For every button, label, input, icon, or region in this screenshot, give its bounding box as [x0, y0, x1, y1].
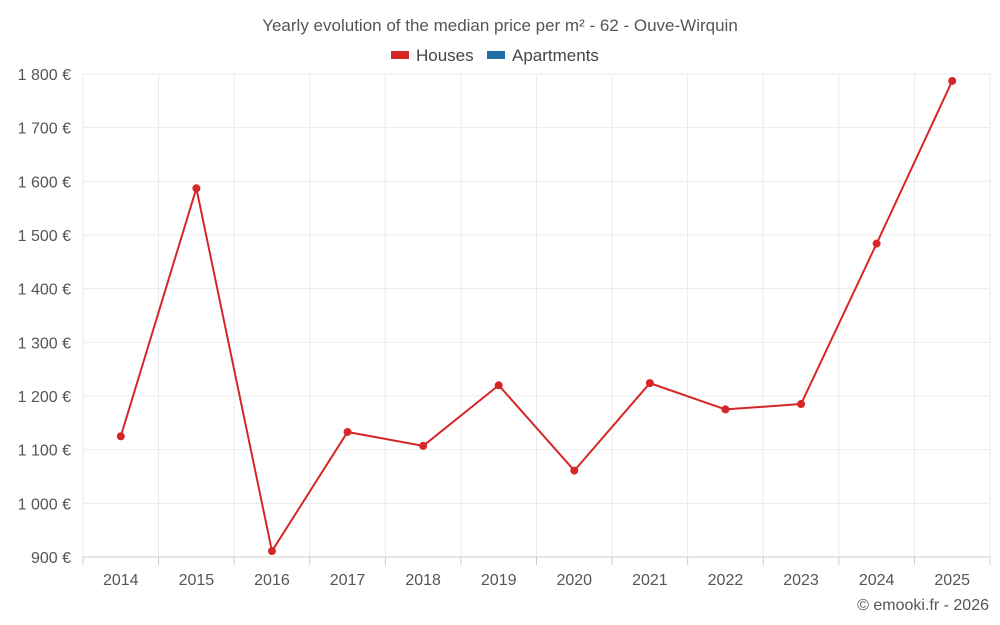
houses-point-2016[interactable] — [267, 547, 276, 556]
houses-point-2017[interactable] — [343, 427, 352, 436]
series-houses — [116, 76, 957, 556]
x-tick-label: 2017 — [330, 572, 366, 589]
y-tick-label: 1 700 € — [18, 121, 71, 138]
houses-point-2025[interactable] — [948, 76, 957, 85]
legend-swatch-apartments — [487, 51, 505, 59]
chart-title: Yearly evolution of the median price per… — [262, 16, 738, 35]
houses-point-2014[interactable] — [116, 432, 125, 441]
x-tick-label: 2025 — [934, 572, 970, 589]
houses-point-2020[interactable] — [570, 466, 579, 475]
x-axis-ticks: 2014 2015 2016 2017 2018 2019 2020 2021 2022 2023… — [103, 572, 970, 589]
houses-point-2021[interactable] — [645, 379, 654, 388]
houses-point-2023[interactable] — [797, 400, 806, 409]
x-tick-label: 2024 — [859, 572, 895, 589]
y-tick-label: 1 100 € — [18, 443, 71, 460]
y-tick-label: 1 800 € — [18, 67, 71, 84]
houses-point-2018[interactable] — [419, 441, 428, 450]
houses-point-2019[interactable] — [494, 381, 503, 390]
houses-point-2024[interactable] — [872, 239, 881, 248]
legend-label-houses[interactable]: Houses — [416, 46, 474, 65]
y-tick-label: 1 000 € — [18, 496, 71, 513]
y-tick-label: 1 400 € — [18, 282, 71, 299]
x-tick-label: 2018 — [405, 572, 441, 589]
y-tick-label: 1 600 € — [18, 174, 71, 191]
y-tick-label: 1 500 € — [18, 228, 71, 245]
y-tick-label: 1 300 € — [18, 335, 71, 352]
x-tick-label: 2020 — [556, 572, 592, 589]
x-tick-label: 2022 — [708, 572, 744, 589]
y-tick-label: 900 € — [31, 550, 71, 567]
x-tick-label: 2021 — [632, 572, 668, 589]
x-tick-label: 2016 — [254, 572, 290, 589]
x-gridlines — [82, 74, 991, 565]
y-tick-label: 1 200 € — [18, 389, 71, 406]
x-tick-label: 2023 — [783, 572, 819, 589]
houses-line — [119, 80, 954, 553]
legend: Houses Apartments — [391, 46, 599, 65]
legend-label-apartments[interactable]: Apartments — [512, 46, 599, 65]
houses-point-2022[interactable] — [721, 405, 730, 414]
y-axis-ticks: 900 € 1 000 € 1 100 € 1 200 € 1 300 € 1 400 €… — [18, 67, 71, 567]
credit-text: © emooki.fr - 2026 — [857, 597, 989, 614]
x-tick-label: 2015 — [179, 572, 215, 589]
legend-swatch-houses — [391, 51, 409, 59]
houses-point-2015[interactable] — [192, 184, 201, 193]
x-tick-label: 2014 — [103, 572, 139, 589]
x-tick-label: 2019 — [481, 572, 517, 589]
